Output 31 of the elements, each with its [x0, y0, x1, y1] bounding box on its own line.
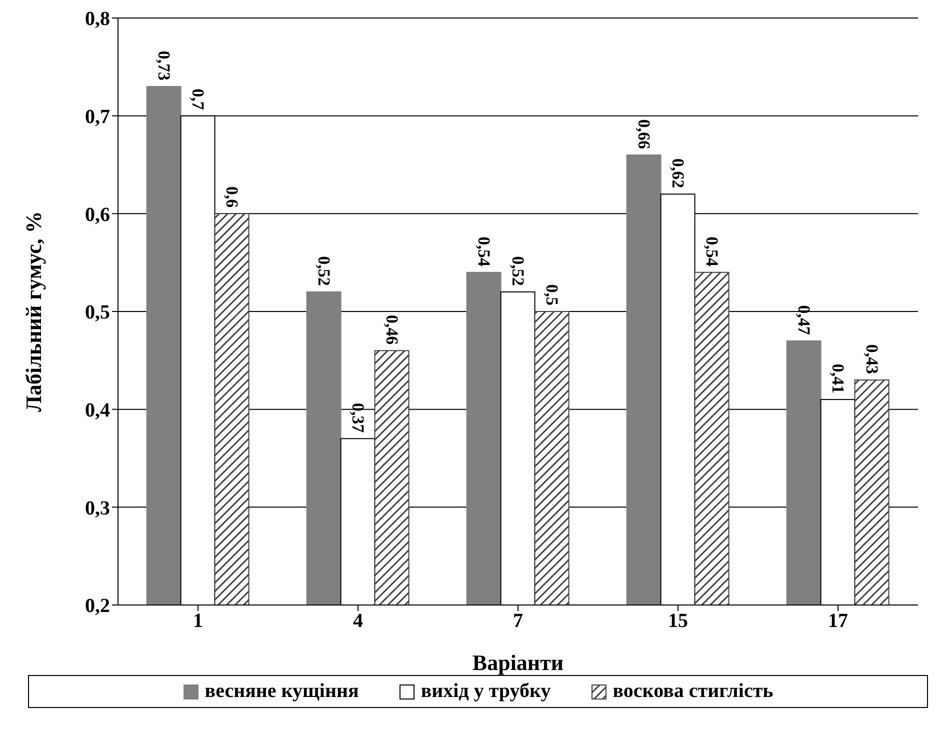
x-tick-label: 7 — [513, 610, 523, 632]
y-tick-label: 0,7 — [85, 106, 110, 128]
data-label: 0,54 — [702, 236, 722, 267]
y-tick-label: 0,2 — [85, 595, 110, 618]
x-axis-title: Варіанти — [472, 650, 564, 675]
x-tick-label: 15 — [668, 610, 688, 632]
data-label: 0,37 — [348, 402, 368, 434]
data-label: 0,52 — [508, 256, 528, 286]
y-tick-label: 0,4 — [85, 399, 110, 422]
y-tick-label: 0,8 — [85, 8, 110, 30]
legend-label: воскова стиглість — [612, 680, 774, 703]
data-label: 0,41 — [828, 364, 848, 394]
data-label: 0,46 — [382, 314, 402, 345]
x-tick-label: 17 — [828, 610, 848, 632]
data-label: 0,5 — [542, 284, 562, 306]
y-axis-title: Лабільний гумус, % — [20, 211, 46, 412]
legend-label: вихід у трубку — [420, 680, 551, 703]
x-tick-label: 1 — [193, 610, 203, 632]
y-tick-label: 0,5 — [85, 302, 110, 324]
data-label: 0,43 — [862, 344, 882, 374]
data-label: 0,54 — [474, 236, 494, 267]
legend-label: весняне кущіння — [204, 680, 359, 703]
data-label: 0,62 — [668, 158, 688, 188]
data-label: 0,6 — [222, 186, 242, 208]
y-tick-label: 0,3 — [85, 497, 110, 520]
data-label: 0,52 — [314, 256, 334, 286]
data-label: 0,7 — [188, 88, 208, 110]
data-label: 0,66 — [634, 119, 654, 149]
x-tick-label: 4 — [353, 610, 363, 632]
data-label: 0,73 — [154, 50, 174, 80]
y-tick-label: 0,6 — [85, 204, 110, 226]
